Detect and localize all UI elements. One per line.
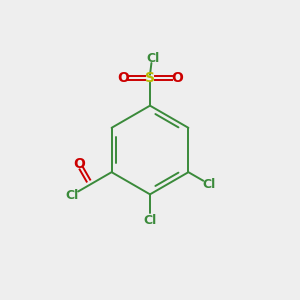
Text: O: O — [117, 71, 129, 85]
Text: O: O — [171, 71, 183, 85]
Text: S: S — [145, 71, 155, 85]
Text: Cl: Cl — [65, 189, 79, 202]
Text: Cl: Cl — [203, 178, 216, 191]
Text: Cl: Cl — [146, 52, 160, 65]
Text: O: O — [73, 157, 85, 171]
Text: Cl: Cl — [143, 214, 157, 226]
